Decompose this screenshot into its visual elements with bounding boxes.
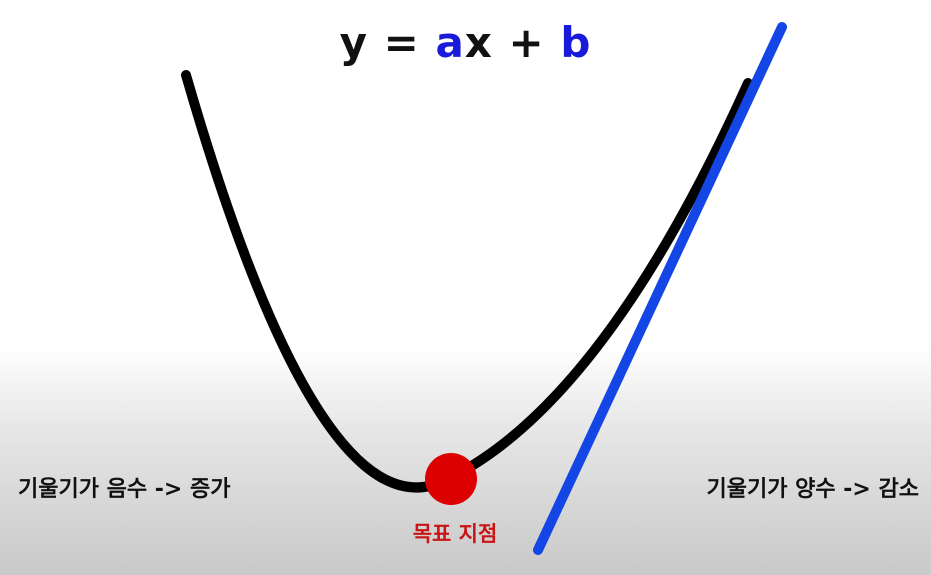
equation-title: y = ax + b [0, 18, 931, 67]
tangent-line [533, 22, 787, 555]
coefficient-a: a [435, 18, 465, 67]
equation-plus: + [508, 18, 545, 67]
target-point-label: 목표 지점 [412, 522, 498, 546]
equation-equals: = [383, 18, 420, 67]
target-point [425, 453, 477, 505]
positive-slope-label: 기울기가 양수 -> 감소 [706, 477, 919, 502]
equation-x: x [464, 18, 493, 67]
coefficient-b: b [560, 18, 592, 67]
negative-slope-label: 기울기가 음수 -> 증가 [18, 477, 231, 502]
equation-y: y [339, 18, 368, 67]
